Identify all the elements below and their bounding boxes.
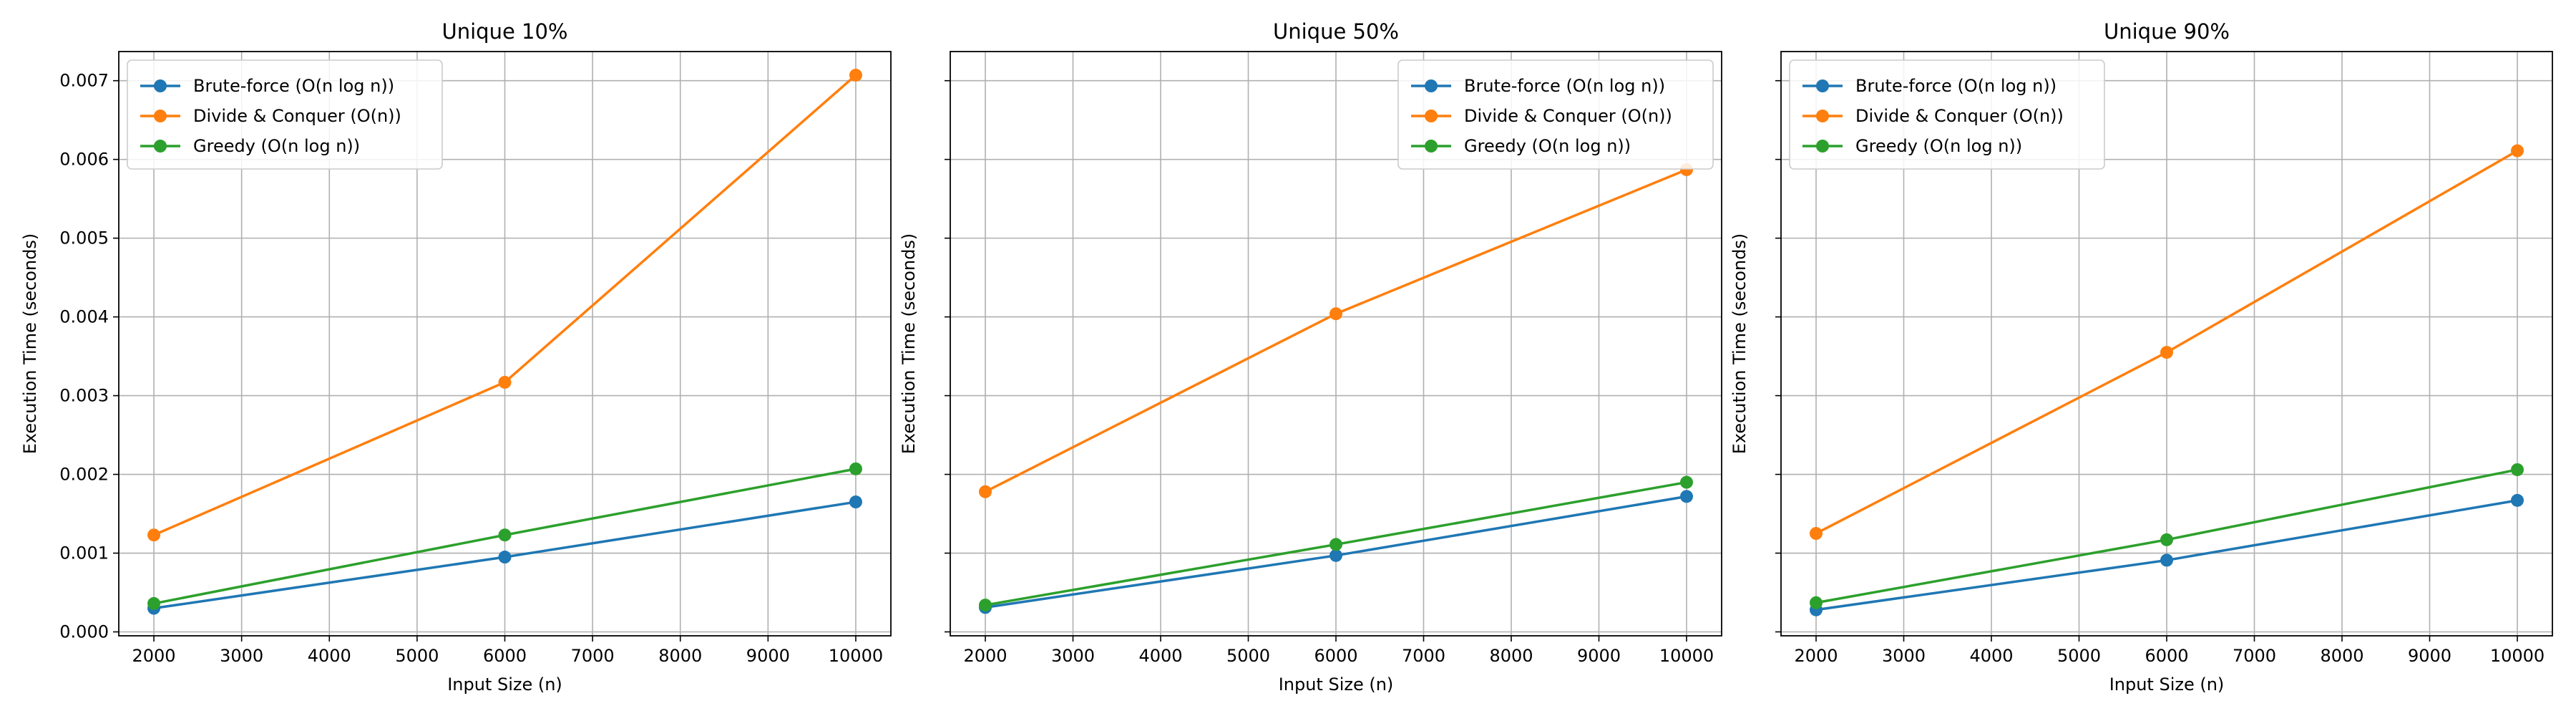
legend: Brute-force (O(n log n)) Divide & Conquer… bbox=[1397, 59, 1714, 170]
data-point bbox=[1810, 527, 1823, 541]
x-axis-label: Input Size (n) bbox=[2109, 674, 2225, 695]
x-tick-label: 6000 bbox=[1314, 646, 1357, 666]
data-point bbox=[147, 528, 161, 542]
legend-entry: Brute-force (O(n log n)) bbox=[193, 76, 394, 96]
x-tick-label: 4000 bbox=[1138, 646, 1182, 666]
legend-entry: Greedy (O(n log n)) bbox=[193, 136, 360, 156]
y-axis-label: Execution Time (seconds) bbox=[1729, 233, 1750, 455]
legend-swatch-marker bbox=[154, 140, 167, 153]
x-tick-label: 3000 bbox=[220, 646, 263, 666]
x-tick-label: 8000 bbox=[1489, 646, 1533, 666]
legend-entry: Brute-force (O(n log n)) bbox=[1855, 76, 2057, 96]
legend-box bbox=[1789, 59, 2105, 170]
data-point bbox=[1680, 475, 1693, 489]
data-point bbox=[2160, 553, 2173, 567]
data-point bbox=[498, 375, 512, 389]
data-point bbox=[147, 596, 161, 610]
data-point bbox=[498, 551, 512, 564]
legend-swatch-marker bbox=[1425, 140, 1438, 153]
x-tick-label: 7000 bbox=[2233, 646, 2276, 666]
y-tick-label: 0.004 bbox=[59, 307, 109, 327]
axes-frame bbox=[118, 51, 892, 637]
legend: Brute-force (O(n log n)) Divide & Conquer… bbox=[127, 59, 443, 170]
y-tick-label: 0.005 bbox=[59, 228, 109, 248]
data-point bbox=[979, 485, 992, 498]
legend-entry: Brute-force (O(n log n)) bbox=[1464, 76, 1665, 96]
x-axis-label: Input Size (n) bbox=[1279, 674, 1394, 695]
legend-entry: Greedy (O(n log n)) bbox=[1855, 136, 2022, 156]
legend-entry: Divide & Conquer (O(n)) bbox=[193, 106, 401, 126]
data-point bbox=[849, 495, 862, 509]
y-tick-label: 0.002 bbox=[59, 465, 109, 485]
x-tick-label: 3000 bbox=[1051, 646, 1095, 666]
x-tick-label: 9000 bbox=[1577, 646, 1621, 666]
x-tick-label: 7000 bbox=[1402, 646, 1445, 666]
x-axis-label: Input Size (n) bbox=[447, 674, 562, 695]
legend-swatch-marker bbox=[1425, 110, 1438, 122]
y-tick-label: 0.006 bbox=[59, 150, 109, 170]
chart-title: Unique 50% bbox=[1273, 19, 1399, 44]
data-point bbox=[2511, 463, 2524, 476]
data-point bbox=[1330, 538, 1342, 551]
data-point bbox=[1810, 596, 1823, 609]
chart-panel-1: 2000 3000 4000 5000 6000 7000 8000 9000 10000 0.0… bbox=[20, 19, 892, 695]
legend-swatch-marker bbox=[154, 79, 167, 92]
y-tick-label: 0.000 bbox=[59, 622, 109, 642]
data-point bbox=[498, 528, 512, 542]
x-tick-label: 6000 bbox=[483, 646, 527, 666]
x-tick-label: 4000 bbox=[1969, 646, 2013, 666]
x-tick-label: 4000 bbox=[308, 646, 351, 666]
x-tick-label: 9000 bbox=[746, 646, 790, 666]
chart-title: Unique 10% bbox=[442, 19, 568, 44]
chart-panel-3: 2000 3000 4000 5000 6000 7000 8000 9000 10000 Uni… bbox=[1729, 19, 2553, 695]
data-point bbox=[1330, 307, 1342, 321]
axes-frame bbox=[1780, 51, 2553, 637]
y-tick-label: 0.003 bbox=[59, 386, 109, 406]
x-tick-label: 9000 bbox=[2408, 646, 2451, 666]
y-tick-label: 0.001 bbox=[59, 543, 109, 563]
legend-box bbox=[1397, 59, 1714, 170]
x-tick-label: 5000 bbox=[395, 646, 439, 666]
chart-title: Unique 90% bbox=[2104, 19, 2230, 44]
x-tick-label: 2000 bbox=[132, 646, 176, 666]
x-tick-label: 7000 bbox=[571, 646, 615, 666]
legend-swatch-marker bbox=[1816, 110, 1829, 122]
data-point bbox=[2511, 493, 2524, 507]
x-tick-label: 6000 bbox=[2145, 646, 2188, 666]
x-tick-label: 5000 bbox=[2057, 646, 2101, 666]
x-tick-label: 2000 bbox=[1794, 646, 1838, 666]
x-tick-label: 5000 bbox=[1226, 646, 1270, 666]
legend-box bbox=[127, 59, 443, 170]
y-tick-label: 0.007 bbox=[59, 71, 109, 91]
y-axis-label: Execution Time (seconds) bbox=[20, 233, 40, 455]
legend: Brute-force (O(n log n)) Divide & Conquer… bbox=[1789, 59, 2105, 170]
data-point bbox=[849, 462, 862, 475]
legend-swatch-marker bbox=[1425, 79, 1438, 92]
x-tick-label: 2000 bbox=[963, 646, 1007, 666]
legend-entry: Greedy (O(n log n)) bbox=[1464, 136, 1631, 156]
x-tick-label: 8000 bbox=[658, 646, 702, 666]
x-tick-label: 10000 bbox=[2490, 646, 2545, 666]
legend-swatch-marker bbox=[154, 110, 167, 122]
data-point bbox=[979, 599, 992, 612]
x-tick-label: 10000 bbox=[829, 646, 883, 666]
x-tick-label: 10000 bbox=[1659, 646, 1714, 666]
data-point bbox=[2160, 346, 2173, 359]
legend-entry: Divide & Conquer (O(n)) bbox=[1464, 106, 1672, 126]
legend-swatch-marker bbox=[1816, 140, 1829, 153]
legend-entry: Divide & Conquer (O(n)) bbox=[1855, 106, 2064, 126]
legend-swatch-marker bbox=[1816, 79, 1829, 92]
data-point bbox=[2160, 533, 2173, 546]
x-tick-label: 3000 bbox=[1882, 646, 1926, 666]
axes-frame bbox=[950, 51, 1722, 637]
chart-panel-2: 2000 3000 4000 5000 6000 7000 8000 9000 10000 Uni… bbox=[899, 19, 1722, 695]
data-point bbox=[1680, 490, 1693, 503]
x-tick-label: 8000 bbox=[2320, 646, 2363, 666]
data-point bbox=[1330, 548, 1342, 562]
data-point bbox=[2511, 144, 2524, 158]
y-axis-label: Execution Time (seconds) bbox=[899, 233, 919, 455]
data-point bbox=[849, 68, 862, 82]
